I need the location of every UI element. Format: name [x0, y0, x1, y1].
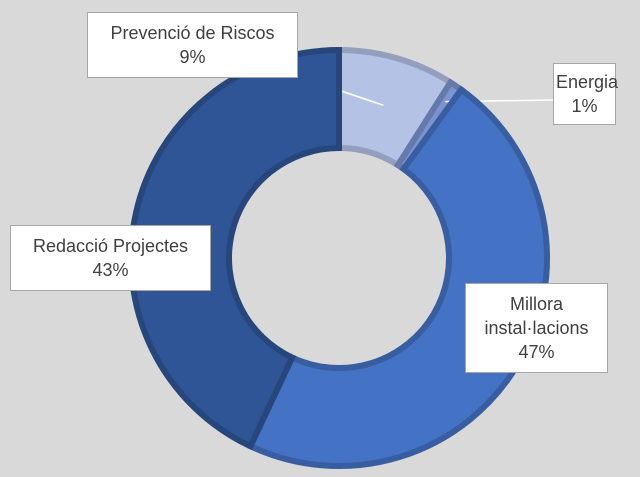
- data-label: Redacció Projectes 43%: [10, 225, 211, 291]
- label-category: Redacció Projectes: [32, 236, 189, 256]
- label-category: Millora instal·lacions: [484, 294, 589, 338]
- label-value: 9%: [179, 47, 206, 67]
- label-value: 47%: [518, 342, 555, 362]
- label-value: 1%: [571, 96, 598, 116]
- data-label: Energia 1%: [553, 63, 619, 125]
- data-label: Prevenció de Riscos 9%: [87, 12, 298, 78]
- label-category: Energia: [556, 72, 619, 92]
- label-category: Prevenció de Riscos: [110, 23, 275, 43]
- label-value: 43%: [92, 260, 129, 280]
- data-label: Millora instal·lacions 47%: [465, 283, 608, 373]
